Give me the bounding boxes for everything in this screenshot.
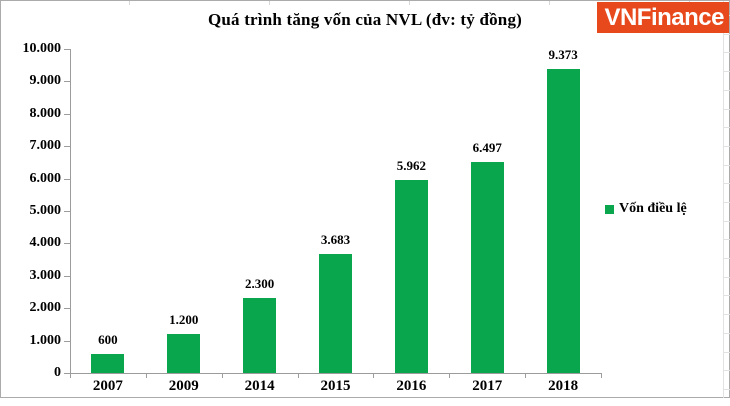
y-tick-mark	[64, 113, 70, 115]
y-axis-tick-label: 7.000	[29, 138, 62, 154]
y-axis-tick-label: 1.000	[29, 332, 62, 348]
right-row-gridline-stub	[724, 239, 730, 240]
y-axis-tick-label: 6.000	[29, 170, 62, 186]
y-tick-mark	[64, 308, 70, 310]
bar-2014	[243, 298, 277, 373]
right-row-gridline-stub	[724, 314, 730, 315]
right-row-gridline-stub	[724, 90, 730, 91]
right-row-gridline-stub	[724, 183, 730, 184]
right-row-gridline-stub	[724, 165, 730, 166]
y-axis-tick-label: 4.000	[29, 235, 62, 251]
right-row-gridline-stub	[724, 389, 730, 390]
top-gridline-stub	[409, 1, 410, 5]
right-row-gridline-stub	[724, 221, 730, 222]
right-row-gridline-stub	[724, 127, 730, 128]
vnfinance-logo: VNFinance	[597, 2, 729, 33]
y-tick-mark	[64, 178, 70, 180]
bar-value-label: 1.200	[169, 312, 199, 328]
bar-value-label: 3.683	[320, 231, 351, 247]
x-tick-mark	[449, 374, 451, 378]
top-gridline-stub	[269, 1, 270, 5]
right-row-gridline-stub	[724, 258, 730, 259]
y-axis-tick-label: 5.000	[29, 203, 62, 218]
x-tick-mark	[145, 374, 147, 378]
x-tick-mark	[373, 374, 375, 378]
y-axis-tick-label: 2.000	[29, 300, 62, 316]
bar-value-label: 5.962	[396, 157, 426, 173]
top-gridline-stub	[129, 1, 130, 5]
right-row-gridline-stub	[724, 109, 730, 110]
y-axis-tick-label: 9.000	[29, 73, 62, 89]
bar-value-label: 6.497	[472, 140, 502, 156]
y-axis-tick-label: 10.000	[22, 41, 62, 56]
y-tick-mark	[64, 275, 70, 277]
y-tick-mark	[64, 49, 70, 50]
x-tick-mark	[297, 374, 299, 378]
right-row-gridline-stub	[724, 370, 730, 371]
right-row-gridline-stub	[724, 333, 730, 334]
y-tick-mark	[64, 81, 70, 83]
x-axis-category-label: 2009	[168, 378, 199, 394]
legend-color-swatch	[605, 204, 614, 214]
plot-area: 0 1.000 2.000 3.000 4.000 5.000 6.000 7.000 8.00…	[1, 1, 729, 397]
y-axis-tick-label: 8.000	[29, 105, 62, 121]
right-column-gridline	[723, 1, 724, 398]
y-tick-mark	[64, 340, 70, 342]
x-tick-mark	[221, 374, 223, 378]
x-tick-mark	[525, 374, 527, 378]
top-gridline-stub	[549, 1, 550, 5]
bar-value-label: 9.373	[548, 47, 578, 63]
right-row-gridline-stub	[724, 352, 730, 353]
right-row-gridline-stub	[724, 34, 730, 35]
x-axis-category-label: 2007	[92, 378, 123, 394]
right-row-gridline-stub	[724, 202, 730, 203]
bar-2017	[470, 162, 504, 373]
bar-value-label: 600	[98, 331, 118, 347]
right-row-gridline-stub	[724, 52, 730, 53]
bar-2016	[394, 179, 428, 373]
bar-value-label: 2.300	[245, 276, 275, 292]
y-axis-tick-label: 0	[54, 365, 61, 380]
x-axis-category-label: 2016	[396, 378, 427, 394]
x-axis-category-label: 2015	[320, 378, 351, 394]
bar-2018	[546, 69, 580, 373]
x-tick-mark	[70, 374, 71, 378]
right-row-gridline-stub	[724, 71, 730, 72]
y-tick-mark	[64, 211, 70, 212]
bar-2009	[167, 334, 201, 373]
y-tick-mark	[64, 146, 70, 148]
y-axis-tick-label: 3.000	[29, 267, 62, 283]
chart-title: Quá trình tăng vốn của NVL (đv: tỷ đồng)	[207, 10, 523, 29]
y-tick-mark	[64, 243, 70, 245]
legend: Vốn điều lệ	[605, 201, 687, 217]
x-axis-category-label: 2018	[548, 378, 579, 394]
x-tick-mark	[601, 374, 602, 378]
y-axis-line	[70, 49, 71, 374]
x-axis-category-label: 2014	[244, 378, 275, 394]
right-row-gridline-stub	[724, 146, 730, 147]
bar-2007	[91, 353, 125, 373]
x-axis-line	[70, 373, 602, 374]
right-row-gridline-stub	[724, 277, 730, 278]
right-row-gridline-stub	[724, 295, 730, 296]
bar-2015	[319, 253, 352, 373]
y-tick-mark	[64, 373, 70, 374]
legend-label: Vốn điều lệ	[619, 201, 687, 216]
x-axis-category-label: 2017	[472, 378, 503, 394]
